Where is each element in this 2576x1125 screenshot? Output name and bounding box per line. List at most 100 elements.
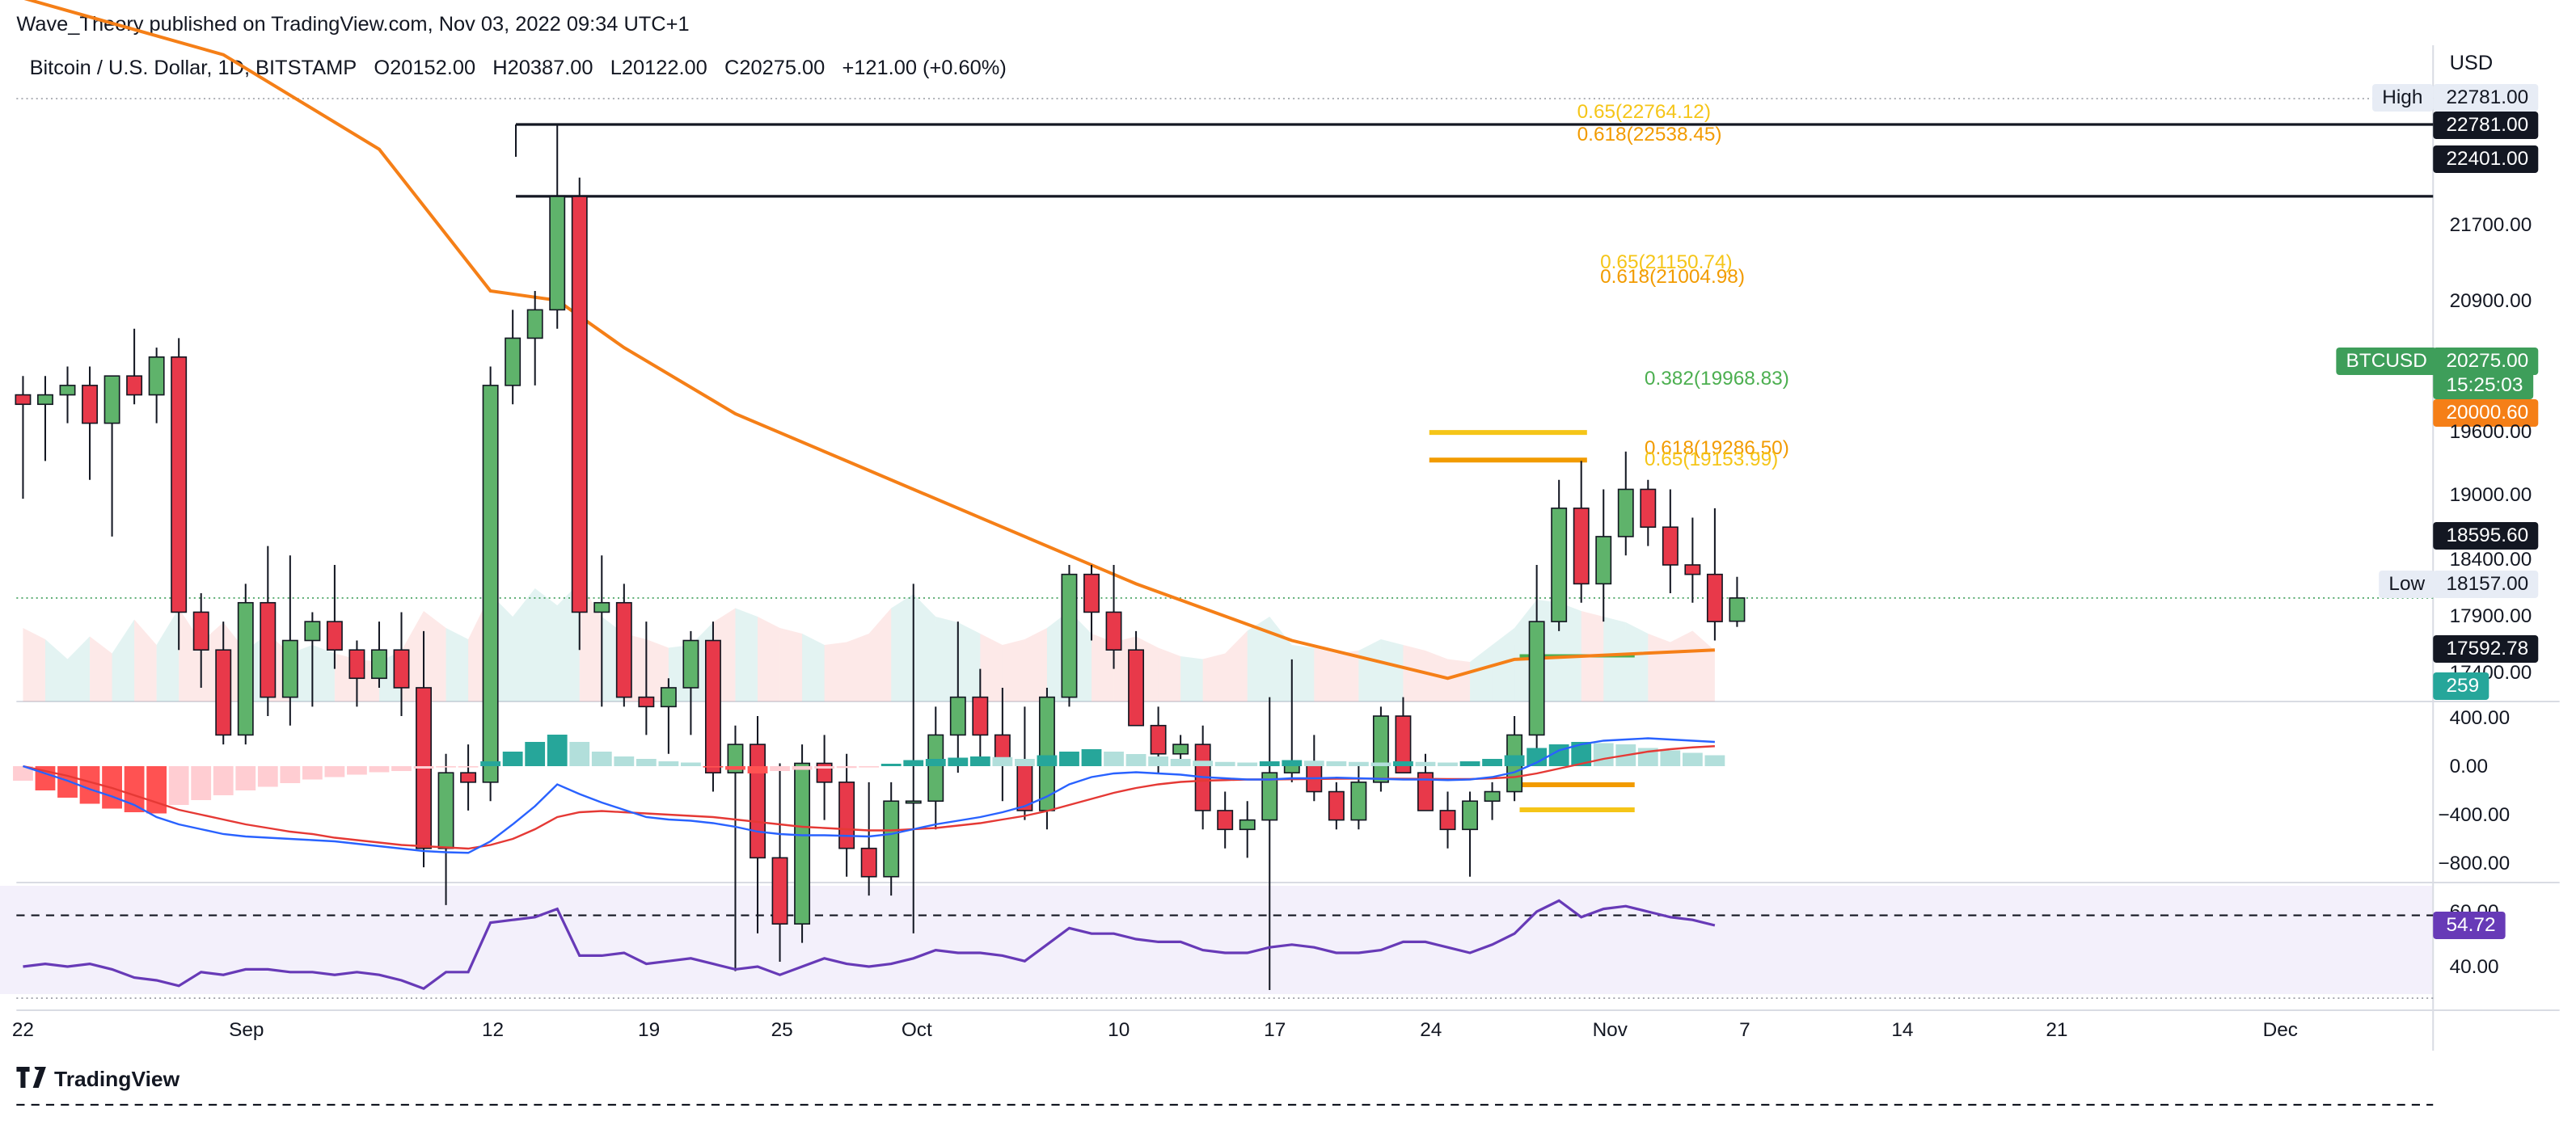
symbol-title[interactable]: Bitcoin / U.S. Dollar, 1D, BITSTAMP: [29, 57, 357, 79]
candle-body[interactable]: [1617, 488, 1634, 537]
macd-histogram-bar: [413, 766, 434, 769]
candle-body[interactable]: [1729, 597, 1746, 622]
candle-body[interactable]: [682, 639, 699, 689]
candle-body[interactable]: [771, 857, 788, 925]
fib-label-6: 0.618(19286.50): [1645, 437, 1789, 459]
volume-area-segment: [513, 588, 535, 702]
candle-body[interactable]: [1061, 573, 1078, 698]
candle-body[interactable]: [1439, 810, 1456, 831]
candle-body[interactable]: [505, 337, 522, 386]
candle-body[interactable]: [972, 696, 989, 736]
candle-body[interactable]: [82, 385, 98, 424]
candle-body[interactable]: [460, 772, 477, 783]
candle-body[interactable]: [281, 639, 298, 698]
candle-body[interactable]: [371, 649, 387, 680]
volume-area-segment: [90, 636, 112, 702]
candle-body[interactable]: [615, 601, 632, 698]
macd-histogram-bar: [614, 756, 635, 766]
candle-body[interactable]: [304, 621, 321, 642]
candle-body[interactable]: [59, 385, 76, 396]
volume-area-segment: [735, 608, 758, 702]
candle-body[interactable]: [1706, 573, 1723, 622]
candle-body[interactable]: [215, 649, 232, 736]
candle-body[interactable]: [37, 394, 53, 406]
candle-body[interactable]: [816, 762, 833, 783]
candle-body[interactable]: [1150, 724, 1167, 755]
candle-body[interactable]: [482, 385, 499, 783]
macd-histogram-bar: [1237, 762, 1258, 766]
candle-body[interactable]: [1261, 772, 1278, 821]
candle-body[interactable]: [860, 847, 877, 878]
price-tick: 21700.00: [2449, 213, 2532, 236]
volume-area-segment: [156, 608, 179, 702]
tradingview-logo[interactable]: TradingView: [16, 1064, 179, 1091]
fib-label-7: 0.65(19153.99): [1645, 449, 1778, 470]
candle-body[interactable]: [1328, 790, 1345, 821]
volume-area-segment: [1091, 634, 1114, 702]
macd-histogram-bar: [1193, 761, 1214, 766]
candle-body[interactable]: [1484, 790, 1501, 803]
candle-body[interactable]: [1217, 810, 1234, 831]
macd-histogram-bar: [391, 766, 412, 771]
candle-body[interactable]: [1684, 564, 1701, 575]
candle-body[interactable]: [1395, 715, 1412, 773]
candle-body[interactable]: [1239, 819, 1256, 831]
candle-body[interactable]: [1372, 715, 1389, 783]
candle-body[interactable]: [571, 196, 588, 613]
candle-body[interactable]: [326, 621, 343, 651]
candle-body[interactable]: [838, 782, 855, 849]
time-label: 21: [2046, 1018, 2068, 1041]
candle-body[interactable]: [1528, 621, 1545, 736]
candle-body[interactable]: [1662, 526, 1679, 566]
candle-body[interactable]: [750, 744, 766, 859]
time-label: Nov: [1592, 1018, 1628, 1041]
candle-body[interactable]: [927, 734, 944, 803]
candle-body[interactable]: [237, 601, 254, 736]
candle-body[interactable]: [171, 356, 188, 613]
candle-body[interactable]: [883, 800, 900, 878]
candle-body[interactable]: [103, 375, 120, 424]
volume-area-segment: [23, 628, 45, 702]
candle-body[interactable]: [1172, 744, 1189, 755]
candle-body[interactable]: [905, 800, 922, 804]
publisher-line: Wave_Theory published on TradingView.com…: [16, 13, 690, 36]
candle-body[interactable]: [15, 394, 32, 406]
candle-body[interactable]: [126, 375, 143, 396]
candle-body[interactable]: [348, 649, 365, 680]
candle-body[interactable]: [1462, 800, 1478, 831]
volume-area-segment: [1158, 647, 1181, 702]
candle-body[interactable]: [794, 762, 811, 925]
candle-body[interactable]: [1417, 772, 1434, 811]
volume-area-segment: [913, 594, 936, 702]
candle-body[interactable]: [1595, 536, 1612, 585]
candle-body[interactable]: [1350, 782, 1367, 821]
candle-body[interactable]: [949, 696, 966, 736]
candle-body[interactable]: [526, 309, 543, 339]
candle-body[interactable]: [704, 639, 721, 773]
volume-area-segment: [891, 594, 914, 702]
candle-body[interactable]: [549, 196, 566, 311]
macd-histogram-bar: [1059, 752, 1079, 766]
candle-body[interactable]: [1551, 508, 1568, 622]
candle-body[interactable]: [1573, 508, 1590, 585]
candle-body[interactable]: [393, 649, 410, 689]
candle-body[interactable]: [192, 611, 209, 651]
last-price-tag: 20275.00: [2433, 348, 2539, 375]
macd-histogram-bar: [1370, 762, 1391, 766]
candle-body[interactable]: [148, 356, 165, 396]
candle-body[interactable]: [1105, 611, 1122, 651]
candle-body[interactable]: [1083, 573, 1100, 613]
candle-body[interactable]: [593, 601, 610, 613]
fib-label-1: 0.65(22764.12): [1577, 101, 1711, 123]
candle-body[interactable]: [260, 601, 277, 698]
countdown-tag: 15:25:03: [2433, 372, 2533, 399]
macd-histogram-bar: [770, 766, 790, 771]
candle-body[interactable]: [727, 744, 744, 773]
candle-body[interactable]: [660, 687, 677, 708]
candle-body[interactable]: [1128, 649, 1145, 727]
candle-body[interactable]: [437, 772, 454, 849]
volume-area-segment: [446, 628, 469, 702]
candle-body[interactable]: [638, 696, 655, 708]
candle-body[interactable]: [1640, 488, 1657, 529]
